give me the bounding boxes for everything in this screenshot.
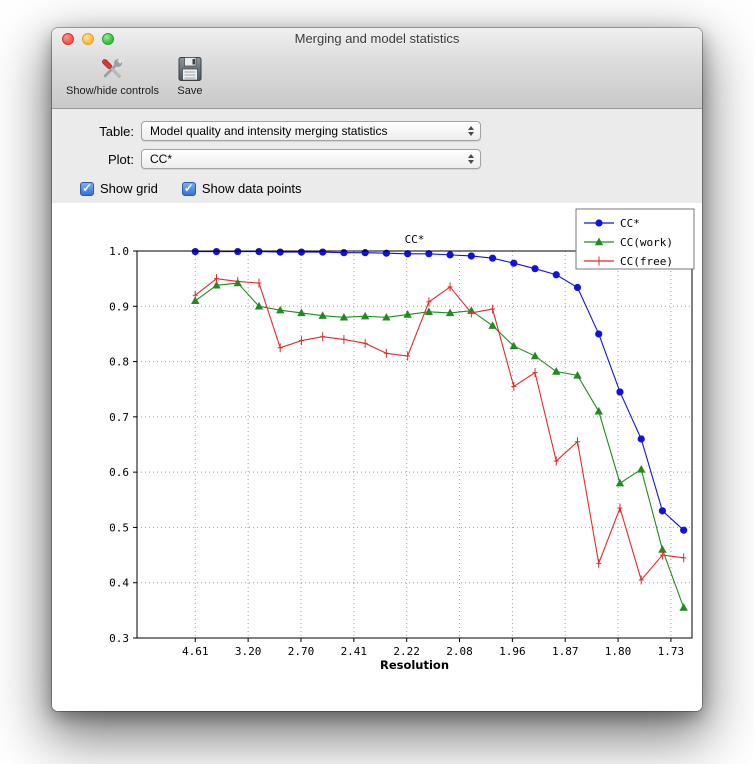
chart-svg: 1.0 0.9 0.8 0.7 0.6 0.5 0.4 0.3 4.61 3.20 2.70 2.41…: [109, 208, 695, 672]
svg-text:CC*: CC*: [620, 217, 640, 230]
svg-text:1.0: 1.0: [109, 245, 129, 258]
axes: 1.0 0.9 0.8 0.7 0.6 0.5 0.4 0.3 4.61 3.20 2.70 2.41…: [109, 233, 684, 672]
toolbar-button-label: Save: [177, 85, 203, 97]
window-chrome: Merging and model statistics: [52, 28, 702, 109]
floppy-disk-icon: [175, 54, 205, 84]
traffic-lights: [62, 33, 114, 45]
svg-text:0.4: 0.4: [109, 577, 129, 590]
svg-text:2.41: 2.41: [341, 645, 368, 658]
select-arrows-icon: [468, 126, 474, 136]
series-cc-free: [192, 274, 687, 585]
controls-panel: Table: Model quality and intensity mergi…: [52, 109, 702, 203]
table-select-value: Model quality and intensity merging stat…: [150, 124, 388, 138]
svg-text:0.5: 0.5: [109, 521, 129, 534]
toolbar: Show/hide controls: [52, 50, 702, 108]
table-row: Table: Model quality and intensity mergi…: [52, 121, 702, 141]
plot-select-value: CC*: [150, 152, 173, 166]
series-cc-work: [191, 278, 688, 611]
svg-text:1.73: 1.73: [658, 645, 685, 658]
svg-text:0.3: 0.3: [109, 632, 129, 645]
show-data-points-label: Show data points: [201, 181, 302, 196]
plot-row: Plot: CC*: [52, 149, 702, 169]
minimize-button[interactable]: [82, 33, 94, 45]
show-grid-label: Show grid: [100, 181, 158, 196]
checkbox-row: Show grid Show data points: [52, 181, 702, 196]
svg-text:0.8: 0.8: [109, 356, 129, 369]
svg-text:1.96: 1.96: [499, 645, 526, 658]
toolbar-button-label: Show/hide controls: [66, 85, 159, 97]
svg-text:Resolution: Resolution: [380, 658, 449, 672]
select-arrows-icon: [468, 154, 474, 164]
table-label: Table:: [99, 123, 134, 139]
svg-text:3.20: 3.20: [235, 645, 262, 658]
table-select[interactable]: Model quality and intensity merging stat…: [141, 121, 481, 141]
series-cc: [191, 247, 688, 534]
titlebar[interactable]: Merging and model statistics: [52, 28, 702, 50]
svg-text:2.70: 2.70: [288, 645, 315, 658]
svg-text:CC*: CC*: [405, 233, 425, 246]
svg-text:CC(free): CC(free): [620, 255, 673, 268]
svg-text:0.7: 0.7: [109, 411, 129, 424]
app-window: Merging and model statistics: [52, 28, 702, 711]
checkbox-checked-icon[interactable]: [80, 181, 94, 196]
show-hide-controls-button[interactable]: Show/hide controls: [66, 54, 159, 97]
show-grid-checkbox[interactable]: Show grid: [80, 181, 158, 196]
show-data-points-checkbox[interactable]: Show data points: [181, 181, 302, 196]
plot-frame: [136, 250, 693, 639]
figure: 1.0 0.9 0.8 0.7 0.6 0.5 0.4 0.3 4.61 3.20 2.70 2.41…: [52, 203, 702, 711]
close-button[interactable]: [62, 33, 74, 45]
window-title: Merging and model statistics: [294, 31, 460, 46]
svg-text:4.61: 4.61: [182, 645, 209, 658]
svg-text:1.80: 1.80: [605, 645, 632, 658]
svg-text:0.6: 0.6: [109, 466, 129, 479]
svg-text:2.22: 2.22: [393, 645, 420, 658]
plot-label: Plot:: [107, 151, 134, 167]
save-button[interactable]: Save: [175, 54, 205, 97]
plot-select[interactable]: CC*: [141, 149, 481, 169]
svg-text:0.9: 0.9: [109, 300, 129, 313]
checkbox-checked-icon[interactable]: [181, 181, 196, 196]
svg-text:2.08: 2.08: [446, 645, 473, 658]
tools-icon: [97, 54, 127, 84]
zoom-button[interactable]: [102, 33, 114, 45]
chart-legend: CC* CC(work) CC(free): [575, 208, 695, 270]
svg-text:CC(work): CC(work): [620, 236, 673, 249]
svg-text:1.87: 1.87: [552, 645, 579, 658]
